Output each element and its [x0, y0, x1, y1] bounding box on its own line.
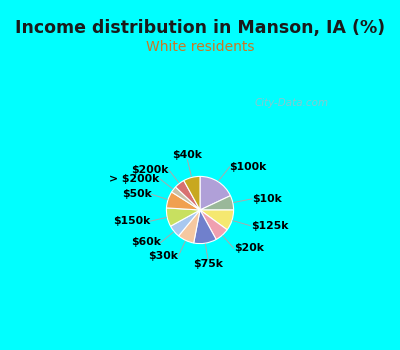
Text: $75k: $75k: [193, 259, 223, 269]
Text: $20k: $20k: [234, 243, 264, 253]
Wedge shape: [200, 210, 234, 230]
Wedge shape: [166, 208, 200, 226]
Text: > $200k: > $200k: [110, 174, 160, 184]
Text: Income distribution in Manson, IA (%): Income distribution in Manson, IA (%): [15, 19, 385, 37]
Text: $100k: $100k: [230, 162, 267, 172]
Wedge shape: [200, 176, 230, 210]
Wedge shape: [166, 192, 200, 210]
Wedge shape: [184, 176, 200, 210]
Text: $50k: $50k: [122, 189, 152, 199]
Wedge shape: [194, 210, 216, 244]
Text: City-Data.com: City-Data.com: [255, 98, 329, 108]
Text: White residents: White residents: [146, 40, 254, 54]
Text: $30k: $30k: [148, 251, 178, 261]
Wedge shape: [200, 210, 227, 239]
Wedge shape: [170, 210, 200, 236]
Text: $10k: $10k: [252, 194, 282, 204]
Text: $200k: $200k: [131, 165, 169, 175]
Text: $150k: $150k: [113, 216, 150, 226]
Wedge shape: [200, 196, 234, 210]
Wedge shape: [172, 187, 200, 210]
Text: $40k: $40k: [172, 149, 202, 160]
Text: $125k: $125k: [251, 221, 288, 231]
Text: $60k: $60k: [131, 238, 161, 247]
Wedge shape: [176, 181, 200, 210]
Wedge shape: [178, 210, 200, 243]
